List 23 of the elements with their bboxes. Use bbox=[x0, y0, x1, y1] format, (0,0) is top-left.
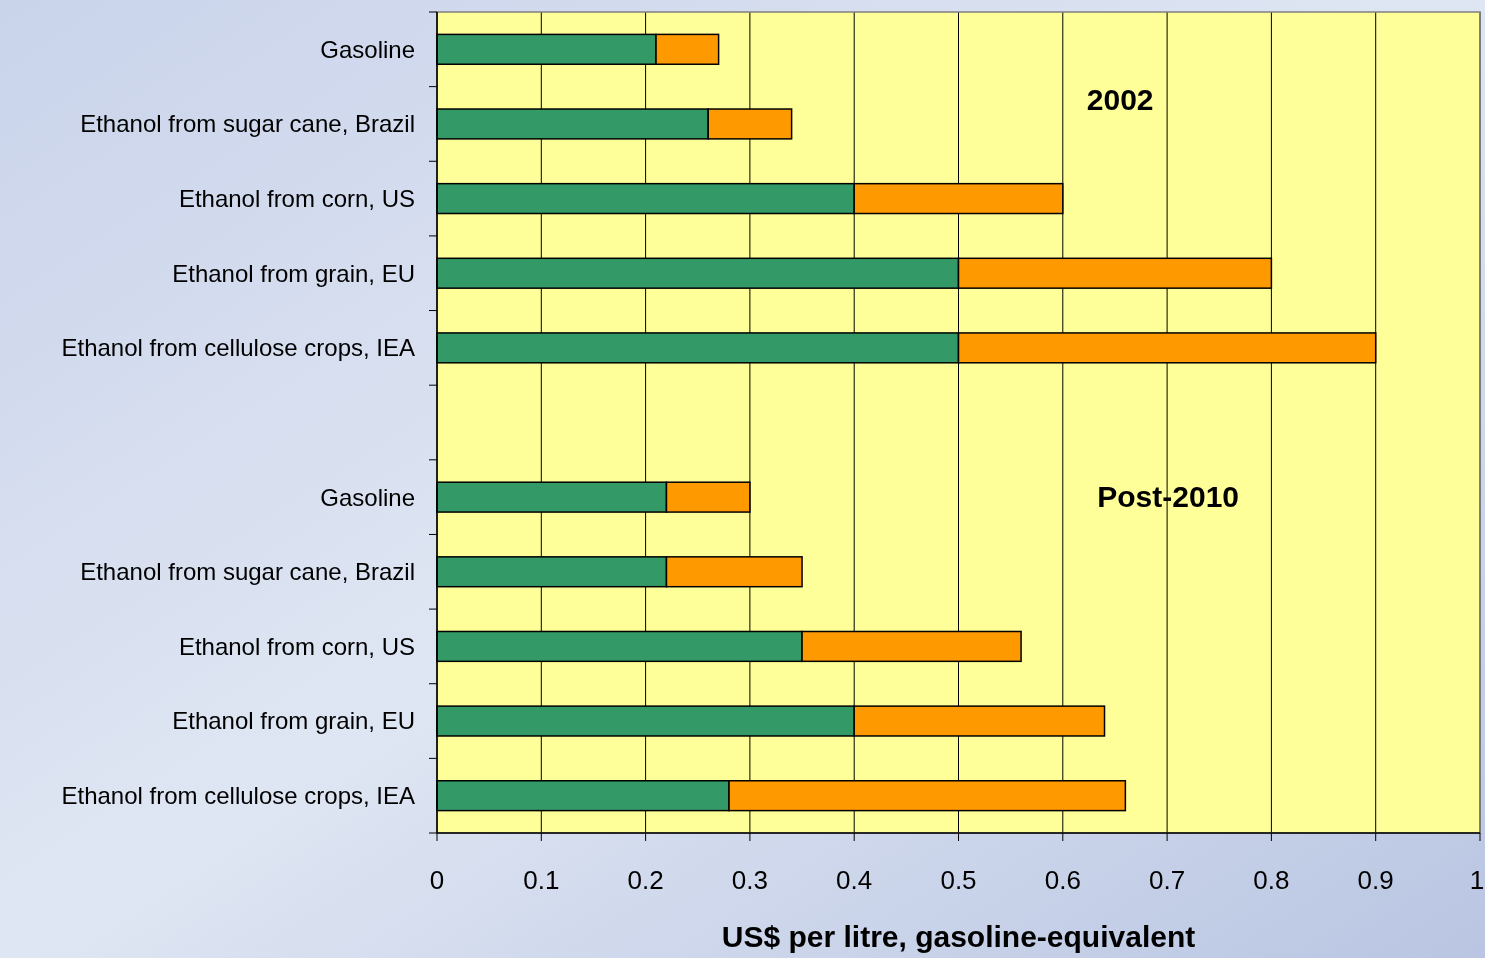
x-tick-label: 0.6 bbox=[1044, 865, 1081, 895]
y-tick-label: Ethanol from sugar cane, Brazil bbox=[80, 110, 415, 138]
y-tick-label: Ethanol from grain, EU bbox=[172, 707, 415, 735]
x-tick-label: 0.9 bbox=[1357, 865, 1394, 895]
x-tick-label: 0.5 bbox=[940, 865, 977, 895]
x-tick-label: 0.4 bbox=[836, 865, 873, 895]
y-tick-label: Gasoline bbox=[320, 483, 415, 511]
y-tick-label: Ethanol from corn, US bbox=[178, 184, 415, 212]
y-tick-label: Ethanol from cellulose crops, IEA bbox=[61, 782, 415, 810]
y-tick-label: Ethanol from grain, EU bbox=[172, 259, 415, 287]
x-tick-label: 0.7 bbox=[1149, 865, 1186, 895]
y-tick-label: Gasoline bbox=[320, 35, 415, 63]
x-tick-label: 0.2 bbox=[627, 865, 664, 895]
y-tick-label: Ethanol from cellulose crops, IEA bbox=[61, 334, 415, 362]
x-tick-label: 0 bbox=[429, 865, 445, 895]
y-tick-label: Ethanol from sugar cane, Brazil bbox=[80, 558, 415, 586]
x-tick-label: 0.1 bbox=[523, 865, 560, 895]
x-tick-label: 0.8 bbox=[1253, 865, 1290, 895]
x-tick-label: 1 bbox=[1469, 865, 1485, 895]
annotation: 2002 bbox=[1086, 82, 1154, 116]
x-axis-title: US$ per litre, gasoline-equivalent bbox=[721, 920, 1196, 953]
x-tick-label: 0.3 bbox=[731, 865, 768, 895]
y-tick-label: Ethanol from corn, US bbox=[178, 632, 415, 660]
